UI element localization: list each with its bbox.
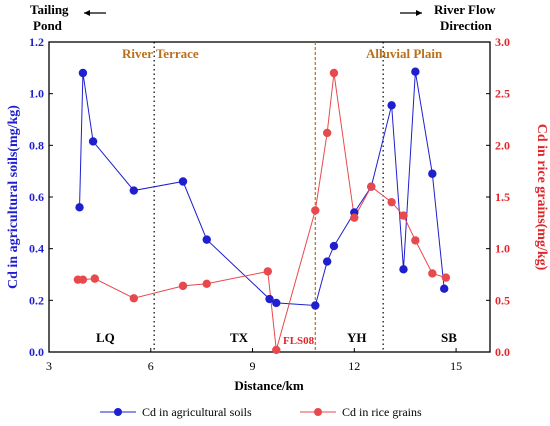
y-right-tick-label: 0.5 (495, 293, 510, 307)
soils-data-point (272, 298, 281, 308)
river-terrace-label: River Terrace (122, 46, 199, 61)
y-right-tick-label: 0.0 (495, 345, 510, 359)
soils-data-point (322, 257, 332, 266)
y-left-tick-label: 1.2 (29, 35, 44, 49)
soils-series-line (79, 71, 445, 307)
y-axis-left-label: Cd in agricultural soils(mg/kg) (6, 105, 21, 289)
tailing-pond-label-line2: Pond (33, 18, 63, 33)
soils-data-point (178, 177, 188, 186)
rice-data-point (399, 211, 408, 220)
legend-label-soils: Cd in agricultural soils (142, 405, 252, 419)
y-axis-right-label: Cd in rice grains(mg/kg) (534, 124, 549, 271)
y-right-tick-label: 2.0 (495, 138, 510, 152)
rice-data-point (428, 269, 437, 278)
data-series (73, 67, 451, 355)
soils-data-point (129, 186, 139, 195)
x-tick-label: 9 (250, 359, 256, 373)
rice-data-point (367, 182, 376, 191)
rice-data-point (441, 273, 451, 282)
plot-frame (48, 41, 491, 353)
river-flow-label-line2: Direction (440, 18, 493, 33)
rice-data-point (90, 274, 99, 283)
soils-data-point (78, 68, 88, 78)
y-left-tick-label: 0.2 (29, 293, 44, 307)
tailing-pond-label-line1: Tailing (30, 2, 69, 17)
region-label-sb: SB (441, 330, 457, 345)
legend-item-soils: Cd in agricultural soils (100, 405, 252, 419)
soils-data-point (428, 169, 437, 178)
rice-data-point (311, 206, 320, 215)
soils-data-point (265, 294, 274, 304)
soils-data-point (399, 265, 408, 274)
x-tick-label: 6 (148, 359, 154, 373)
y-right-tick-label: 3.0 (495, 35, 510, 49)
rice-data-point (350, 213, 359, 222)
rice-data-point (387, 197, 396, 207)
soils-data-point (75, 203, 84, 212)
y-left-tick-label: 0.6 (29, 190, 44, 204)
soils-data-point (411, 67, 420, 76)
soils-data-point (202, 235, 211, 244)
right-arrow-icon (400, 10, 422, 16)
region-dividers (153, 42, 384, 352)
river-flow-label-line1: River Flow (434, 2, 496, 17)
soils-data-point (440, 284, 449, 293)
rice-data-point (202, 279, 211, 288)
fls08-label: FLS08 (283, 335, 315, 347)
y-right-tick-label: 2.5 (495, 87, 510, 101)
legend-item-rice: Cd in rice grains (300, 405, 422, 419)
y-left-tick-label: 1.0 (29, 87, 44, 101)
left-arrow-icon (84, 10, 106, 16)
x-tick-label: 12 (348, 359, 360, 373)
rice-data-point (178, 281, 188, 291)
legend-label-rice: Cd in rice grains (342, 405, 422, 419)
soils-data-point (387, 101, 396, 110)
soils-data-point (329, 241, 339, 251)
rice-data-point (329, 68, 339, 78)
y-right-tick-label: 1.0 (495, 242, 510, 256)
rice-data-point (78, 275, 88, 284)
legend: Cd in agricultural soils Cd in rice grai… (100, 405, 422, 419)
x-tick-label: 15 (450, 359, 462, 373)
region-label-tx: TX (230, 330, 249, 345)
rice-data-point (272, 345, 281, 355)
region-label-yh: YH (347, 330, 367, 345)
rice-data-point (411, 236, 420, 245)
soils-data-point (88, 137, 98, 146)
rice-data-point (322, 128, 332, 138)
rice-series-line (77, 72, 447, 351)
y-right-tick-label: 1.5 (495, 190, 510, 204)
region-label-lq: LQ (96, 330, 115, 345)
alluvial-plain-label: Alluvial Plain (366, 46, 443, 61)
rice-data-point (263, 267, 273, 276)
soils-data-point (311, 301, 320, 310)
y-left-tick-label: 0.4 (29, 242, 44, 256)
axis-ticks: 3 6 9 12 15 0.0 0.2 0.4 0.6 0.8 1.0 1.2 0.0 0.5 1.0 1.5… (29, 35, 510, 373)
y-left-tick-label: 0.8 (29, 138, 44, 152)
y-left-tick-label: 0.0 (29, 345, 44, 359)
rice-data-point (129, 294, 139, 303)
x-tick-label: 3 (46, 359, 52, 373)
x-axis-label: Distance/km (234, 378, 304, 393)
